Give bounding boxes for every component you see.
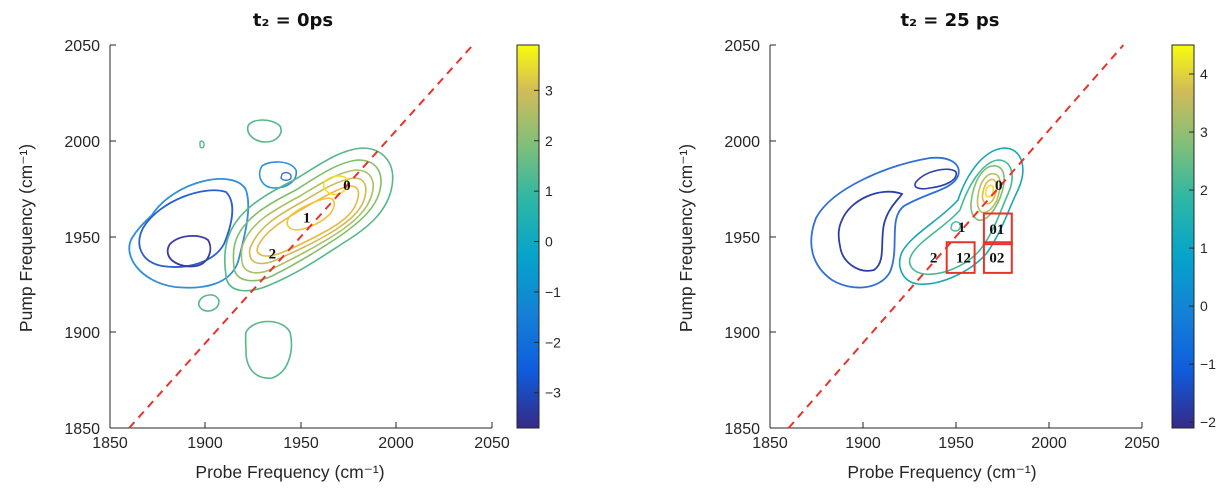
crosspeak-box	[945, 241, 976, 274]
contour-positive-small	[950, 221, 962, 232]
y-tick-label: 2050	[724, 38, 760, 55]
y-tick-label: 2050	[64, 38, 100, 55]
contour-positive-5	[981, 178, 998, 205]
x-tick-labels: 1850 1900 1950 2000 2050	[752, 435, 1160, 452]
y-tick-label: 1900	[64, 325, 100, 342]
x-tick-label: 2050	[1124, 435, 1160, 452]
colorbar-tick-label: 1	[545, 183, 553, 199]
peak-label: 1	[958, 220, 966, 236]
colorbar-tick-label: −1	[545, 284, 561, 300]
x-axis-label: Probe Frequency (cm⁻¹)	[847, 462, 1036, 482]
colorbar-tick-label: 0	[1200, 298, 1208, 314]
contour-positive-2	[232, 159, 382, 282]
contour-positive-5	[256, 185, 360, 257]
colorbar-tick-label: 1	[1200, 240, 1208, 256]
contour-positive-6	[984, 184, 995, 198]
colorbar	[1171, 44, 1195, 429]
x-tick-label: 2050	[474, 435, 510, 452]
y-tick-label: 2000	[724, 134, 760, 151]
colorbar-ticks: −3 −2 −1 0 1 2 3	[534, 82, 561, 401]
contour-positive-2	[908, 159, 1013, 276]
crosspeak-boxes	[945, 212, 1013, 274]
peak-label: 2	[930, 251, 938, 267]
contour-negative-outer	[128, 178, 250, 289]
colorbar-tick-label: −3	[545, 385, 561, 401]
contour-positive-3	[240, 169, 374, 274]
y-tick-label: 1850	[64, 421, 100, 438]
contour-weak-top	[246, 119, 282, 143]
contour-negative-outer	[810, 156, 960, 289]
y-tick-labels: 2050 2000 1950 1900 1850	[64, 38, 100, 438]
x-tick-label: 1950	[283, 435, 319, 452]
colorbar-tick-label: 3	[545, 82, 553, 98]
peak-label: 02	[989, 251, 1004, 267]
colorbar-tick-label: 2	[545, 133, 553, 149]
colorbar-ticks: −2 −1 0 1 2 3 4	[1189, 66, 1216, 430]
peak-label: 1	[303, 210, 311, 226]
contour-positive-7	[322, 175, 349, 196]
colorbar-tick-label: 3	[1200, 124, 1208, 140]
colorbar-tick-label: 4	[1200, 66, 1208, 82]
y-tick-label: 1900	[724, 325, 760, 342]
colorbar-tick-label: −2	[1200, 414, 1216, 430]
peak-label: 0	[343, 178, 351, 194]
contour-weak-dot	[199, 140, 205, 149]
contour-weak-bottom	[244, 320, 293, 379]
crosspeak-box	[982, 212, 1013, 246]
x-tick-label: 1850	[92, 435, 128, 452]
y-tick-label: 1850	[724, 421, 760, 438]
contour-positive-6	[286, 197, 336, 231]
x-tick-labels: 1850 1900 1950 2000 2050	[92, 435, 510, 452]
contour-plot-t25: t₂ = 25 ps	[676, 10, 1216, 482]
contour-weak-negative-inner	[280, 171, 292, 181]
colorbar-tick-label: 2	[1200, 182, 1208, 198]
diagonal-line	[787, 44, 1125, 429]
contour-positive-4	[248, 177, 367, 265]
contour-negative-inner	[837, 190, 904, 272]
contour-negative-inner	[166, 235, 212, 268]
x-tick-label: 2000	[1031, 435, 1067, 452]
contour-lines	[128, 119, 394, 379]
y-tick-labels: 2050 2000 1950 1900 1850	[724, 38, 760, 438]
contour-negative-mid	[138, 189, 234, 268]
contour-weak-small	[197, 294, 220, 312]
contour-positive-4	[976, 172, 1001, 214]
y-tick-label: 1950	[724, 230, 760, 247]
y-axis-label: Pump Frequency (cm⁻¹)	[676, 144, 696, 332]
contour-positive-3	[970, 165, 1005, 222]
peak-label: 0	[995, 178, 1003, 194]
chart-title: t₂ = 0ps	[253, 10, 333, 31]
peak-label: 12	[956, 251, 971, 267]
contour-weak-negative	[258, 161, 298, 189]
contour-lines	[810, 147, 1024, 289]
x-tick-label: 1950	[938, 435, 974, 452]
peak-label: 01	[989, 222, 1004, 238]
contour-plot-t0: t₂ = 0ps	[16, 10, 561, 482]
colorbar-tick-label: −2	[545, 334, 561, 350]
peak-labels: 0 1 2	[269, 178, 351, 263]
contour-negative-top-small	[914, 168, 957, 190]
x-tick-label: 1900	[187, 435, 223, 452]
x-tick-label: 1900	[845, 435, 881, 452]
x-axis-label: Probe Frequency (cm⁻¹)	[195, 462, 384, 482]
x-tick-label: 1850	[752, 435, 788, 452]
y-tick-label: 1950	[64, 230, 100, 247]
crosspeak-box	[982, 241, 1013, 274]
y-axis-label: Pump Frequency (cm⁻¹)	[16, 144, 36, 332]
chart-title: t₂ = 25 ps	[900, 10, 999, 31]
colorbar-tick-label: −1	[1200, 356, 1216, 372]
contour-positive-1	[898, 147, 1024, 285]
peak-label: 2	[269, 247, 277, 263]
colorbar-tick-label: 0	[545, 234, 553, 250]
x-tick-label: 2000	[378, 435, 414, 452]
colorbar	[516, 44, 540, 429]
y-tick-label: 2000	[64, 134, 100, 151]
contour-positive-1	[223, 147, 394, 292]
diagonal-line	[128, 44, 474, 429]
